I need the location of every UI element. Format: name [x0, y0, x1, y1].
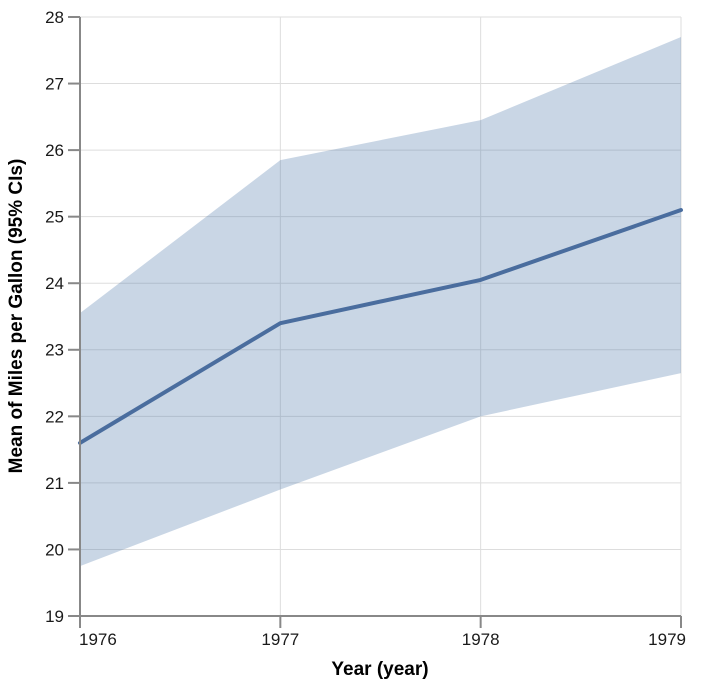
x-tick-label: 1977	[261, 630, 299, 649]
y-tick-label: 27	[45, 75, 64, 94]
axis-spines	[68, 17, 681, 617]
x-axis-title: Year (year)	[331, 659, 428, 680]
axis-tick-marks	[68, 16, 682, 628]
y-tick-label: 23	[45, 341, 64, 360]
y-tick-label: 26	[45, 141, 64, 160]
y-tick-label: 20	[45, 540, 64, 559]
y-tick-label: 24	[45, 274, 64, 293]
y-tick-labels: 19 20 21 22 23 24 25 26 27 28	[45, 8, 64, 626]
y-tick-label: 28	[45, 8, 64, 27]
y-tick-label: 25	[45, 208, 64, 227]
y-tick-label: 22	[45, 407, 64, 426]
x-tick-label: 1976	[79, 630, 117, 649]
y-tick-label: 19	[45, 607, 64, 626]
x-tick-label: 1979	[648, 630, 686, 649]
y-axis-title: Mean of Miles per Gallon (95% CIs)	[6, 159, 27, 474]
mean-line	[78, 208, 683, 445]
y-tick-label: 21	[45, 474, 64, 493]
x-tick-label: 1978	[462, 630, 500, 649]
x-tick-labels: 1976 1977 1978 1979	[79, 630, 686, 649]
